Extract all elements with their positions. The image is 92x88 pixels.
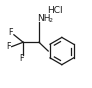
Text: F: F — [9, 28, 13, 37]
Text: HCl: HCl — [47, 6, 63, 15]
Text: NH: NH — [37, 14, 51, 23]
Text: 2: 2 — [49, 18, 53, 23]
Text: F: F — [19, 54, 24, 63]
Text: F: F — [6, 42, 10, 51]
